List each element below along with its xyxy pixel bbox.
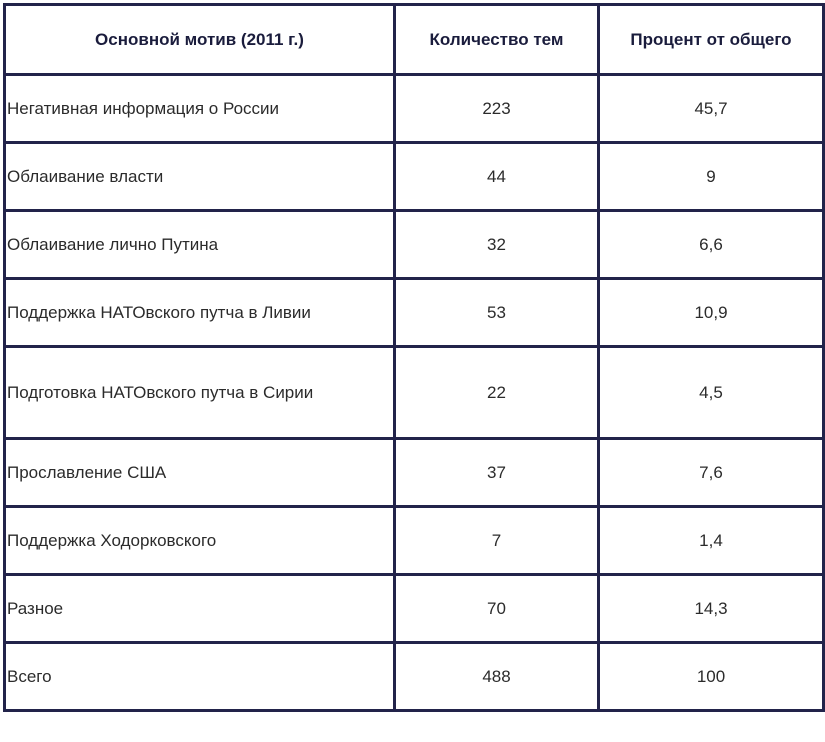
count-cell: 32	[393, 209, 600, 280]
motif-cell: Поддержка Ходорковского	[3, 505, 396, 576]
motif-cell: Прославление США	[3, 437, 396, 508]
table-row: Прославление США 37 7,6	[3, 437, 825, 508]
motif-cell: Подготовка НАТОвского путча в Сирии	[3, 345, 396, 440]
motif-cell: Разное	[3, 573, 396, 644]
percent-cell: 14,3	[597, 573, 825, 644]
motif-statistics-table: Основной мотив (2011 г.) Количество тем …	[3, 3, 825, 712]
percent-cell: 45,7	[597, 73, 825, 144]
table-row: Поддержка НАТОвского путча в Ливии 53 10,9	[3, 277, 825, 348]
header-row: Основной мотив (2011 г.) Количество тем …	[3, 3, 825, 76]
count-cell: 53	[393, 277, 600, 348]
motif-cell: Всего	[3, 641, 396, 712]
count-cell: 44	[393, 141, 600, 212]
percent-cell: 1,4	[597, 505, 825, 576]
motif-cell: Поддержка НАТОвского путча в Ливии	[3, 277, 396, 348]
motif-cell: Облаивание лично Путина	[3, 209, 396, 280]
percent-cell: 9	[597, 141, 825, 212]
motif-cell: Негативная информация о России	[3, 73, 396, 144]
header-percent: Процент от общего	[597, 3, 825, 76]
percent-cell: 6,6	[597, 209, 825, 280]
percent-cell: 4,5	[597, 345, 825, 440]
table-row: Негативная информация о России 223 45,7	[3, 73, 825, 144]
table-row: Облаивание лично Путина 32 6,6	[3, 209, 825, 280]
header-count: Количество тем	[393, 3, 600, 76]
count-cell: 223	[393, 73, 600, 144]
count-cell: 37	[393, 437, 600, 508]
count-cell: 22	[393, 345, 600, 440]
percent-cell: 7,6	[597, 437, 825, 508]
motif-cell: Облаивание власти	[3, 141, 396, 212]
count-cell: 70	[393, 573, 600, 644]
table-row: Подготовка НАТОвского путча в Сирии 22 4,5	[3, 345, 825, 440]
total-row: Всего 488 100	[3, 641, 825, 712]
table-row: Поддержка Ходорковского 7 1,4	[3, 505, 825, 576]
table-row: Разное 70 14,3	[3, 573, 825, 644]
percent-cell: 10,9	[597, 277, 825, 348]
table-row: Облаивание власти 44 9	[3, 141, 825, 212]
count-cell: 7	[393, 505, 600, 576]
percent-cell: 100	[597, 641, 825, 712]
count-cell: 488	[393, 641, 600, 712]
header-motif: Основной мотив (2011 г.)	[3, 3, 396, 76]
